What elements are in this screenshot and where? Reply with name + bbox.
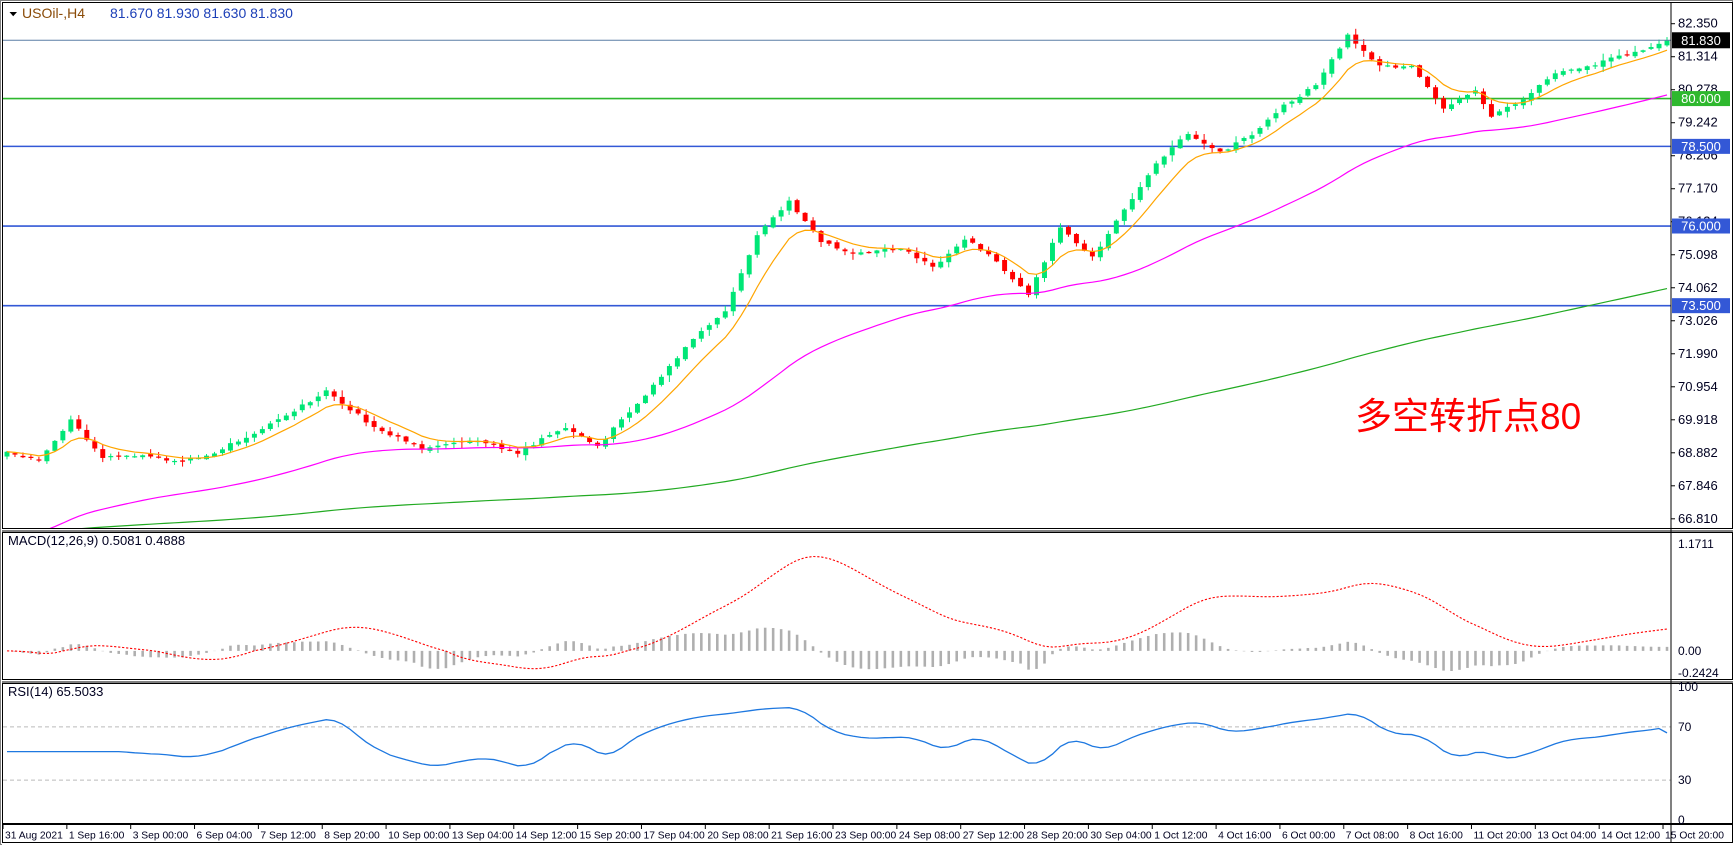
svg-text:11 Oct 20:00: 11 Oct 20:00	[1473, 831, 1531, 842]
svg-text:0: 0	[1678, 813, 1685, 827]
svg-text:多空转折点80: 多空转折点80	[1355, 396, 1581, 437]
svg-text:70.954: 70.954	[1678, 379, 1718, 394]
svg-text:79.242: 79.242	[1678, 115, 1718, 130]
svg-text:USOil-,H4: USOil-,H4	[22, 5, 85, 21]
svg-text:81.670 81.930 81.630 81.830: 81.670 81.930 81.630 81.830	[110, 5, 293, 21]
svg-text:4 Oct 16:00: 4 Oct 16:00	[1218, 831, 1272, 842]
svg-text:6 Sep 04:00: 6 Sep 04:00	[197, 831, 253, 842]
svg-text:28 Sep 20:00: 28 Sep 20:00	[1027, 831, 1089, 842]
svg-text:24 Sep 08:00: 24 Sep 08:00	[899, 831, 961, 842]
svg-text:66.810: 66.810	[1678, 511, 1718, 526]
svg-text:81.830: 81.830	[1681, 33, 1721, 48]
svg-text:100: 100	[1678, 680, 1698, 694]
svg-text:-0.2424: -0.2424	[1678, 666, 1719, 680]
svg-text:76.000: 76.000	[1681, 219, 1721, 234]
svg-text:80.000: 80.000	[1681, 91, 1721, 106]
svg-text:71.990: 71.990	[1678, 346, 1718, 361]
svg-text:1.1711: 1.1711	[1678, 537, 1714, 551]
svg-text:3 Sep 00:00: 3 Sep 00:00	[133, 831, 189, 842]
svg-text:13 Sep 04:00: 13 Sep 04:00	[452, 831, 514, 842]
svg-text:0.00: 0.00	[1678, 644, 1702, 658]
svg-text:73.026: 73.026	[1678, 313, 1718, 328]
svg-text:6 Oct 00:00: 6 Oct 00:00	[1282, 831, 1336, 842]
svg-text:27 Sep 12:00: 27 Sep 12:00	[963, 831, 1025, 842]
svg-text:7 Oct 08:00: 7 Oct 08:00	[1346, 831, 1400, 842]
svg-text:78.500: 78.500	[1681, 139, 1721, 154]
svg-text:15 Oct 20:00: 15 Oct 20:00	[1665, 831, 1724, 842]
svg-text:23 Sep 00:00: 23 Sep 00:00	[835, 831, 897, 842]
svg-text:10 Sep 00:00: 10 Sep 00:00	[388, 831, 450, 842]
svg-text:21 Sep 16:00: 21 Sep 16:00	[771, 831, 833, 842]
svg-text:7 Sep 12:00: 7 Sep 12:00	[260, 831, 316, 842]
svg-text:68.882: 68.882	[1678, 445, 1718, 460]
svg-text:81.314: 81.314	[1678, 49, 1718, 64]
svg-text:74.062: 74.062	[1678, 280, 1718, 295]
svg-text:31 Aug 2021: 31 Aug 2021	[5, 831, 63, 842]
svg-text:30 Sep 04:00: 30 Sep 04:00	[1090, 831, 1152, 842]
svg-text:82.350: 82.350	[1678, 16, 1718, 31]
svg-text:1 Oct 12:00: 1 Oct 12:00	[1154, 831, 1208, 842]
svg-text:MACD(12,26,9) 0.5081 0.4888: MACD(12,26,9) 0.5081 0.4888	[8, 533, 185, 548]
svg-text:20 Sep 08:00: 20 Sep 08:00	[707, 831, 769, 842]
svg-text:17 Sep 04:00: 17 Sep 04:00	[643, 831, 705, 842]
svg-text:69.918: 69.918	[1678, 412, 1718, 427]
svg-text:30: 30	[1678, 773, 1692, 787]
svg-text:RSI(14) 65.5033: RSI(14) 65.5033	[8, 684, 103, 699]
svg-text:75.098: 75.098	[1678, 247, 1718, 262]
svg-text:8 Oct 16:00: 8 Oct 16:00	[1410, 831, 1464, 842]
svg-text:15 Sep 20:00: 15 Sep 20:00	[580, 831, 642, 842]
svg-text:14 Sep 12:00: 14 Sep 12:00	[516, 831, 578, 842]
svg-text:67.846: 67.846	[1678, 478, 1718, 493]
svg-text:14 Oct 12:00: 14 Oct 12:00	[1601, 831, 1660, 842]
svg-text:8 Sep 20:00: 8 Sep 20:00	[324, 831, 380, 842]
svg-text:1 Sep 16:00: 1 Sep 16:00	[69, 831, 125, 842]
svg-text:70: 70	[1678, 720, 1692, 734]
svg-text:77.170: 77.170	[1678, 181, 1718, 196]
svg-text:73.500: 73.500	[1681, 298, 1721, 313]
svg-text:13 Oct 04:00: 13 Oct 04:00	[1537, 831, 1596, 842]
